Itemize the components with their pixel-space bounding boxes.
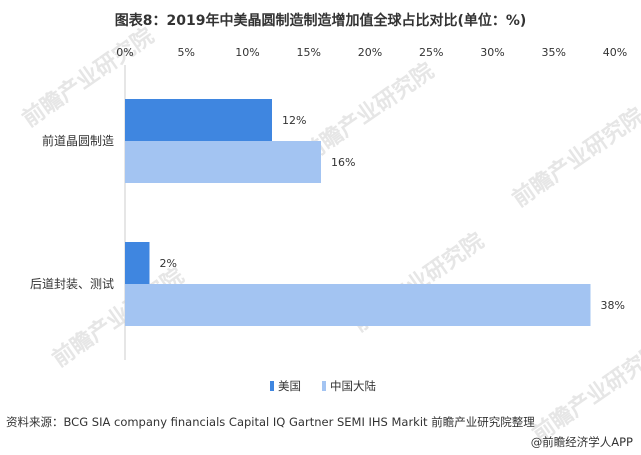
chart-title: 图表8：2019年中美晶圆制造制造增加值全球占比对比(单位：%) (114, 13, 527, 29)
data-label: 16% (331, 156, 355, 169)
x-tick-label: 30% (480, 46, 504, 59)
data-label: 2% (160, 257, 177, 270)
legend-swatch (270, 381, 274, 391)
x-tick-label: 5% (178, 46, 195, 59)
x-tick-label: 10% (235, 46, 259, 59)
legend-label: 中国大陆 (330, 379, 376, 393)
bar-chart: 0% 5% 10% 15% 20% 25% 30% 35% 40% 12% 16% 前道晶圆制造 2% 3… (30, 46, 627, 393)
bar-us-0 (125, 99, 272, 141)
x-tick-label: 35% (542, 46, 566, 59)
source-note: 资料来源：BCG SIA company financials Capital … (6, 415, 535, 429)
bar-china-1 (125, 284, 591, 326)
data-label: 38% (601, 299, 625, 312)
x-tick-label: 40% (603, 46, 627, 59)
x-tick-label: 0% (116, 46, 133, 59)
x-tick-label: 25% (419, 46, 443, 59)
category-label: 后道封装、测试 (30, 276, 114, 291)
legend-swatch (322, 381, 326, 391)
x-tick-label: 20% (358, 46, 382, 59)
category-label: 前道晶圆制造 (42, 133, 114, 148)
bar-china-0 (125, 141, 321, 183)
legend-label: 美国 (278, 379, 301, 393)
credit-note: @前瞻经济学人APP (530, 435, 633, 449)
bar-us-1 (125, 242, 150, 284)
x-tick-label: 15% (297, 46, 321, 59)
data-label: 12% (282, 114, 306, 127)
